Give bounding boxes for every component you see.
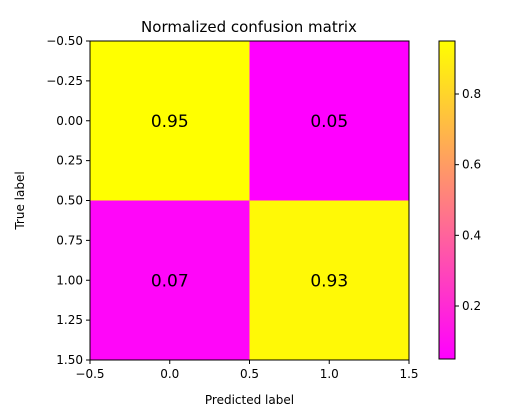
colorbar-gradient	[438, 40, 456, 360]
y-tick-label: 1.25	[56, 313, 83, 327]
heatmap-cell-label: 0.07	[151, 271, 189, 291]
y-tick-label: 1.00	[56, 273, 83, 287]
y-tick-label: −0.25	[46, 74, 83, 88]
y-tick-label: −0.50	[46, 34, 83, 48]
x-axis-label: Predicted label	[205, 393, 294, 407]
y-axis: −0.50 −0.25 0.00 0.25 0.50 0.75 1.00 1.25 1.50	[46, 34, 90, 367]
heatmap-cell-labels: 0.95 0.05 0.07 0.93	[151, 112, 348, 292]
y-tick-label: 0.00	[56, 114, 83, 128]
colorbar: 0.2 0.4 0.6 0.8	[438, 40, 481, 360]
y-tick-label: 1.50	[56, 353, 83, 367]
colorbar-tick-label: 0.2	[462, 299, 481, 313]
x-tick-label: 1.5	[399, 367, 418, 381]
heatmap-cell	[249, 41, 409, 201]
colorbar-ticks: 0.2 0.4 0.6 0.8	[455, 87, 481, 313]
colorbar-tick-label: 0.8	[462, 87, 481, 101]
x-tick-label: 0.5	[240, 367, 259, 381]
colorbar-tick-label: 0.4	[462, 228, 481, 242]
chart-title: Normalized confusion matrix	[141, 18, 357, 36]
heatmap-cell	[90, 41, 250, 201]
heatmap-cell	[249, 200, 409, 360]
heatmap-cell	[90, 200, 250, 360]
y-tick-label: 0.50	[56, 194, 83, 208]
heatmap-cells	[90, 41, 409, 360]
x-tick-label: 0.0	[160, 367, 179, 381]
heatmap-cell-label: 0.93	[310, 271, 348, 291]
colorbar-tick-label: 0.6	[462, 158, 481, 172]
y-tick-label: 0.25	[56, 154, 83, 168]
y-tick-label: 0.75	[56, 233, 83, 247]
heatmap-cell-label: 0.95	[151, 112, 189, 132]
x-tick-label: −0.5	[75, 367, 104, 381]
x-axis: −0.5 0.0 0.5 1.0 1.5	[75, 360, 419, 381]
x-tick-label: 1.0	[320, 367, 339, 381]
y-axis-label: True label	[13, 171, 27, 230]
heatmap-cell-label: 0.05	[310, 112, 348, 132]
